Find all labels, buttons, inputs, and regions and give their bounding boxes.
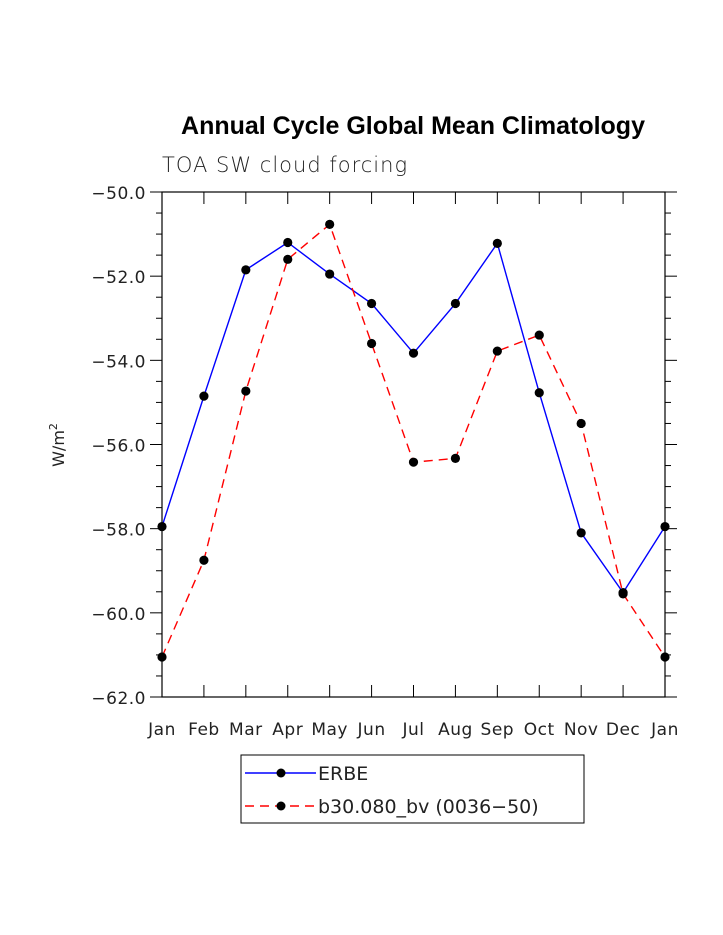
x-tick-label: Jun <box>357 720 386 740</box>
data-point-series-0 <box>576 528 586 538</box>
data-point-series-0 <box>450 298 461 309</box>
svg-text:W/m2: W/m2 <box>47 423 68 467</box>
data-point-series-0 <box>157 521 167 532</box>
data-point-series-1 <box>618 589 628 599</box>
y-tick-label: −50.0 <box>91 184 146 204</box>
x-tick-label: Feb <box>188 720 220 740</box>
data-point-series-0 <box>534 388 544 398</box>
x-tick-label: Nov <box>564 720 599 740</box>
data-point-series-1 <box>283 254 293 264</box>
y-tick-label: −56.0 <box>91 437 146 457</box>
y-axis-label-superscript: 2 <box>47 423 60 430</box>
data-point-series-1 <box>408 457 419 467</box>
x-tick-label: Sep <box>481 720 515 740</box>
y-tick-label: −58.0 <box>91 521 146 541</box>
x-tick-label: Dec <box>606 720 640 740</box>
x-tick-label: Jan <box>650 720 679 740</box>
x-tick-label: Mar <box>229 720 263 740</box>
x-tick-label: Oct <box>524 720 555 740</box>
x-tick-label: Jan <box>147 720 176 740</box>
x-tick-label: Aug <box>438 720 473 740</box>
data-point-series-1 <box>366 338 377 349</box>
legend-marker-erbe <box>276 768 286 778</box>
series-markers <box>157 219 670 662</box>
data-point-series-0 <box>283 237 293 248</box>
data-point-series-0 <box>241 265 251 275</box>
legend-marker-b30 <box>276 801 286 811</box>
series-line-0 <box>161 241 666 594</box>
legend-box <box>240 754 585 824</box>
data-point-series-0 <box>492 238 502 248</box>
y-tick-label: −54.0 <box>91 352 146 372</box>
data-point-series-1 <box>450 453 461 463</box>
data-point-series-1 <box>576 418 586 429</box>
data-point-series-1 <box>534 330 544 340</box>
data-point-series-0 <box>660 521 670 532</box>
axis-ticks <box>150 191 677 698</box>
data-point-series-1 <box>660 652 670 662</box>
data-point-series-0 <box>325 269 335 279</box>
y-tick-labels: −62.0 −60.0 −58.0 −56.0 −54.0 −52.0 −50.0 <box>91 184 146 709</box>
x-tick-label: Apr <box>272 720 303 740</box>
y-axis-label-base: W/m <box>49 430 68 467</box>
legend-label-erbe: ERBE <box>318 763 368 785</box>
series-line-1 <box>161 223 666 658</box>
data-point-series-0 <box>408 348 419 358</box>
data-point-series-1 <box>157 652 167 662</box>
data-point-series-1 <box>325 219 335 229</box>
legend: ERBE b30.080_bv (0036−50) <box>240 754 585 824</box>
y-axis-label: W/m2 <box>47 423 68 467</box>
x-tick-label: May <box>311 720 348 740</box>
data-point-series-1 <box>199 555 209 565</box>
data-point-series-0 <box>199 391 209 401</box>
y-tick-label: −62.0 <box>91 689 146 709</box>
data-point-series-1 <box>492 346 502 356</box>
legend-label-b30: b30.080_bv (0036−50) <box>318 796 539 818</box>
data-point-series-0 <box>366 298 377 309</box>
series-lines <box>161 223 666 658</box>
chart-subtitle: TOA SW cloud forcing <box>162 153 408 177</box>
plot-frame <box>161 191 666 698</box>
data-point-series-1 <box>241 386 251 396</box>
x-tick-labels: Jan Feb Mar Apr May Jun Jul Aug Sep Oct Nov Dec Jan <box>147 720 679 740</box>
x-tick-label: Jul <box>401 720 424 740</box>
y-tick-label: −60.0 <box>91 605 146 625</box>
y-tick-label: −52.0 <box>91 268 146 288</box>
chart-title: Annual Cycle Global Mean Climatology <box>181 112 645 140</box>
